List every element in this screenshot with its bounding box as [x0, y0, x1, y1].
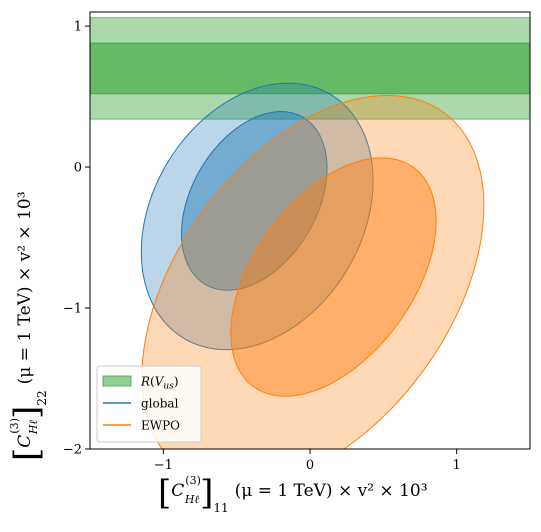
- plot-area: [90, 17, 530, 449]
- y-tick-label: 0: [74, 161, 82, 176]
- legend-label: EWPO: [141, 419, 180, 433]
- x-tick-label: 0: [306, 458, 314, 473]
- legend-item: R(Vus): [102, 375, 179, 392]
- band-inner: [90, 42, 530, 95]
- contour-outer: [140, 82, 374, 351]
- y-tick-label: −1: [63, 302, 82, 317]
- series-r-v-us-: [90, 17, 530, 120]
- contour-inner: [181, 111, 328, 291]
- y-tick-label: −2: [63, 443, 82, 458]
- contour-inner: [230, 157, 437, 397]
- series-ewpo: [141, 94, 485, 449]
- contour-outer: [141, 94, 485, 449]
- series-global: [140, 82, 374, 351]
- axis-ticks: −1 0 1 −2 −1 0 1: [63, 20, 461, 473]
- legend-label: R(Vus): [140, 375, 179, 392]
- svg-text:[C(3)Hℓ]22(μ = 1 TeV) × v² × 1: [C(3) Hℓ]22(μ = 1 TeV) × v² × 10³: [7, 191, 49, 461]
- legend-swatch: [102, 375, 132, 387]
- x-tick-label: 1: [453, 458, 461, 473]
- legend-label: global: [141, 397, 179, 411]
- x-axis-label: [C(3) Hℓ]11(μ = 1 TeV) × v² × 10³: [158, 473, 428, 515]
- y-tick-label: 1: [74, 20, 82, 35]
- svg-text:[C(3)Hℓ]11(μ = 1 TeV) × v² × 1: [C(3) Hℓ]11(μ = 1 TeV) × v² × 10³: [158, 473, 428, 515]
- legend-item: global: [103, 397, 179, 411]
- legend-item: EWPO: [103, 419, 180, 433]
- y-axis-label: [C(3) Hℓ]22(μ = 1 TeV) × v² × 10³: [7, 191, 49, 461]
- legend: R(Vus) global EWPO: [96, 365, 202, 443]
- x-tick-label: −1: [154, 458, 173, 473]
